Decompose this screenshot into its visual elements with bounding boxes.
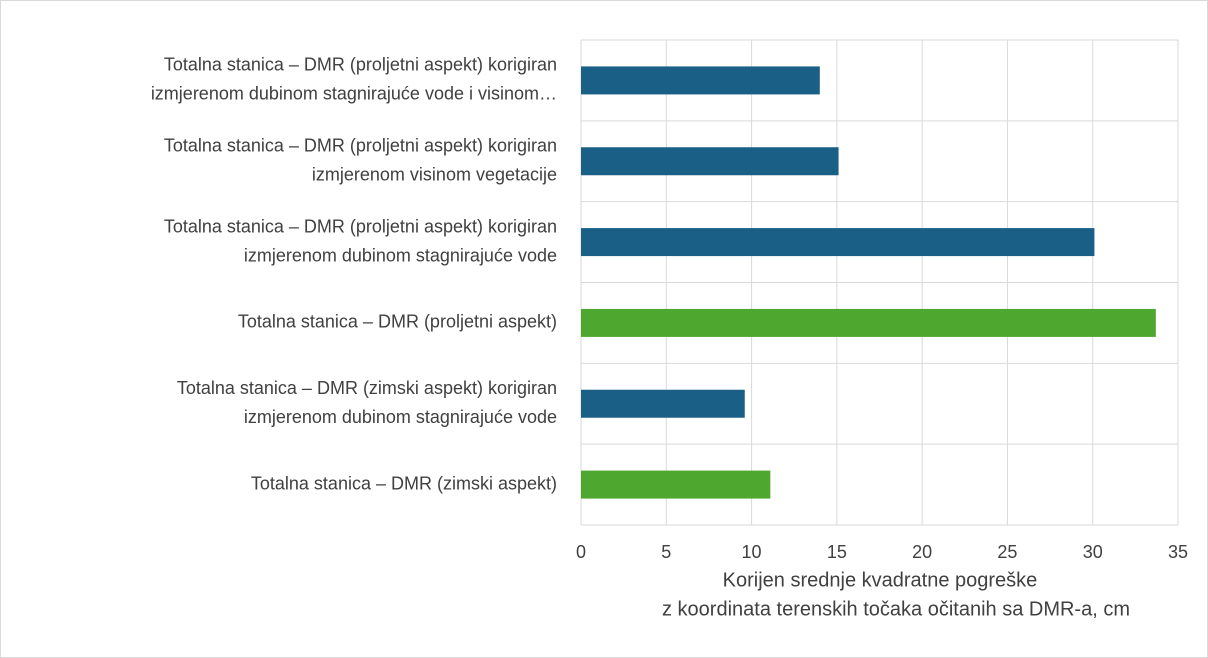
x-tick-label: 30 [1083,542,1103,562]
x-tick-label: 20 [912,542,932,562]
bar [581,228,1095,257]
y-tick-label: Totalna stanica – DMR (zimski aspekt) ko… [177,378,557,398]
y-tick-label: Totalna stanica – DMR (proljetni aspekt)… [164,55,557,75]
y-tick-label: izmjerenom visinom vegetacije [312,165,557,185]
x-tick-label: 0 [576,542,586,562]
y-tick-label: izmjerenom dubinom stagnirajuće vode [244,245,557,265]
y-tick-label: izmjerenom dubinom stagnirajuće vode [244,407,557,427]
x-tick-label: 25 [997,542,1017,562]
x-axis-label: z koordinata terenskih točaka očitanih s… [662,598,1130,620]
bar [581,470,771,499]
y-tick-label: Totalna stanica – DMR (proljetni aspekt)… [164,216,557,236]
bar [581,308,1156,337]
y-tick-label: izmjerenom dubinom stagnirajuće vode i v… [151,84,557,104]
y-tick-label: Totalna stanica – DMR (proljetni aspekt) [238,312,557,332]
bar [581,147,839,176]
x-tick-label: 35 [1168,542,1188,562]
y-tick-label: Totalna stanica – DMR (zimski aspekt) [251,473,557,493]
bar [581,66,820,95]
x-tick-label: 15 [827,542,847,562]
x-tick-label: 10 [742,542,762,562]
x-axis-label: Korijen srednje kvadratne pogreške [723,569,1038,591]
bar [581,389,745,418]
x-tick-label: 5 [661,542,671,562]
y-tick-label: Totalna stanica – DMR (proljetni aspekt)… [164,136,557,156]
